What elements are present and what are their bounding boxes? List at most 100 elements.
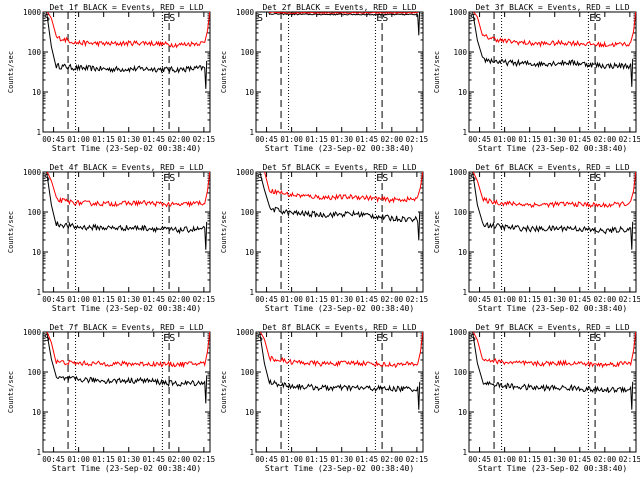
plot-frame: [255, 11, 424, 133]
end-marker-label: ES: [589, 173, 601, 184]
x-tick-label: 01:45: [355, 455, 378, 464]
start-marker-label: S: [470, 13, 476, 24]
series-line-events: [268, 12, 421, 36]
x-tick-label: 01:30: [543, 455, 566, 464]
y-axis-label: Counts/sec: [7, 371, 15, 413]
y-tick-label: 1: [249, 288, 254, 297]
y-tick-label: 1: [462, 288, 467, 297]
y-axis-label: Counts/sec: [7, 51, 15, 93]
x-tick-label: 01:15: [518, 455, 541, 464]
series-line-events: [46, 172, 208, 250]
plot-frame: [468, 11, 637, 133]
start-marker-label: S: [44, 173, 50, 184]
series-line-events: [472, 172, 634, 250]
x-tick-label: 02:00: [168, 455, 191, 464]
x-tick-label: 02:15: [619, 135, 640, 144]
x-tick-label: 00:45: [42, 455, 65, 464]
panel-title: Det 2f BLACK = Events, RED = LLD: [262, 3, 416, 12]
y-tick-label: 100: [453, 208, 467, 217]
panel-title: Det 1f BLACK = Events, RED = LLD: [49, 3, 203, 12]
x-tick-label: 02:15: [193, 295, 216, 304]
x-tick-label: 01:30: [117, 135, 140, 144]
y-tick-label: 100: [453, 368, 467, 377]
panel-title: Det 7f BLACK = Events, RED = LLD: [49, 323, 203, 332]
y-tick-label: 1000: [23, 328, 42, 337]
y-tick-label: 10: [245, 408, 255, 417]
x-tick-label: 01:45: [142, 455, 165, 464]
y-tick-label: 100: [453, 48, 467, 57]
plot-frame: [468, 331, 637, 453]
x-tick-label: 00:45: [468, 295, 491, 304]
x-axis-label: Start Time (23-Sep-02 00:38:40): [265, 144, 414, 153]
detector-panel-7: Det 7f BLACK = Events, RED = LLD 1000 10 01…: [7, 323, 215, 473]
start-marker-label: S: [257, 173, 263, 184]
detector-panel-8: Det 8f BLACK = Events, RED = LLD10001001…: [220, 323, 428, 473]
y-tick-label: 100: [27, 48, 41, 57]
x-tick-label: 00:45: [42, 295, 65, 304]
x-axis-label: Start Time (23-Sep-02 00:38:40): [478, 464, 627, 473]
panel-title: Det 3f BLACK = Events, RED = LLD: [475, 3, 629, 12]
y-tick-label: 1: [249, 448, 254, 457]
y-tick-label: 1: [249, 128, 254, 137]
detector-panel-1: Det 1f BLACK = Events, RED = LLD10001001…: [7, 3, 215, 153]
y-tick-label: 1: [462, 128, 467, 137]
x-tick-label: 01:00: [67, 135, 90, 144]
x-tick-label: 01:15: [92, 135, 115, 144]
series-line-lld: [259, 332, 423, 369]
x-tick-label: 00:45: [42, 135, 65, 144]
series-line-lld: [472, 172, 636, 209]
x-tick-label: 02:15: [193, 135, 216, 144]
panel-title: Det 9f BLACK = Events, RED = LLD: [475, 323, 629, 332]
start-marker-label: S: [470, 173, 476, 184]
x-tick-label: 01:30: [543, 135, 566, 144]
x-tick-label: 01:00: [493, 295, 516, 304]
x-tick-label: 01:45: [355, 295, 378, 304]
x-tick-label: 01:00: [280, 455, 303, 464]
series-line-lld: [473, 12, 636, 48]
y-tick-label: 10: [32, 248, 42, 257]
y-axis-label: Counts/sec: [220, 51, 228, 93]
x-tick-label: 00:45: [468, 455, 491, 464]
y-axis-label: Counts/sec: [220, 211, 228, 253]
x-tick-label: 01:15: [305, 295, 328, 304]
x-tick-label: 00:45: [255, 295, 278, 304]
x-tick-label: 00:45: [255, 135, 278, 144]
y-tick-label: 1: [36, 448, 41, 457]
detector-panel-6: Det 6f BLACK = Events, RED = LLD10001001…: [433, 163, 640, 313]
x-tick-label: 02:00: [381, 135, 404, 144]
x-tick-label: 01:15: [305, 135, 328, 144]
x-axis-label: Start Time (23-Sep-02 00:38:40): [52, 144, 201, 153]
x-tick-label: 01:45: [568, 135, 591, 144]
x-tick-label: 02:00: [594, 455, 617, 464]
y-axis-label: Counts/sec: [433, 211, 441, 253]
y-tick-label: 100: [27, 208, 41, 217]
x-tick-label: 01:30: [330, 135, 353, 144]
detector-panel-4: Det 4f BLACK = Events, RED = LLD10001001…: [7, 163, 215, 313]
end-marker-label: ES: [589, 13, 601, 24]
detector-panel-2: Det 2f BLACK = Events, RED = LLD10001001…: [220, 3, 428, 153]
y-tick-label: 10: [458, 408, 468, 417]
x-tick-label: 02:15: [406, 455, 429, 464]
x-tick-label: 01:00: [67, 295, 90, 304]
series-line-lld: [46, 172, 210, 208]
y-tick-label: 10: [32, 408, 42, 417]
x-tick-label: 02:15: [619, 295, 640, 304]
x-axis-label: Start Time (23-Sep-02 00:38:40): [265, 304, 414, 313]
start-marker-label: S: [257, 13, 263, 24]
x-axis-label: Start Time (23-Sep-02 00:38:40): [265, 464, 414, 473]
detector-panel-9: Det 9f BLACK = Events, RED = LLD10001001…: [433, 323, 640, 473]
x-tick-label: 02:00: [594, 295, 617, 304]
x-tick-label: 01:45: [355, 135, 378, 144]
panel-title: Det 6f BLACK = Events, RED = LLD: [475, 163, 629, 172]
y-tick-label: 1000: [449, 8, 468, 17]
end-marker-label: ES: [376, 333, 388, 344]
y-tick-label: 1: [462, 448, 467, 457]
y-tick-label: 1000: [449, 328, 468, 337]
x-tick-label: 02:15: [619, 455, 640, 464]
x-tick-label: 01:15: [518, 295, 541, 304]
y-tick-label: 100: [240, 368, 254, 377]
start-marker-label: S: [470, 333, 476, 344]
y-tick-label: 10: [245, 88, 255, 97]
y-axis-label: Counts/sec: [433, 371, 441, 413]
x-tick-label: 01:30: [543, 295, 566, 304]
